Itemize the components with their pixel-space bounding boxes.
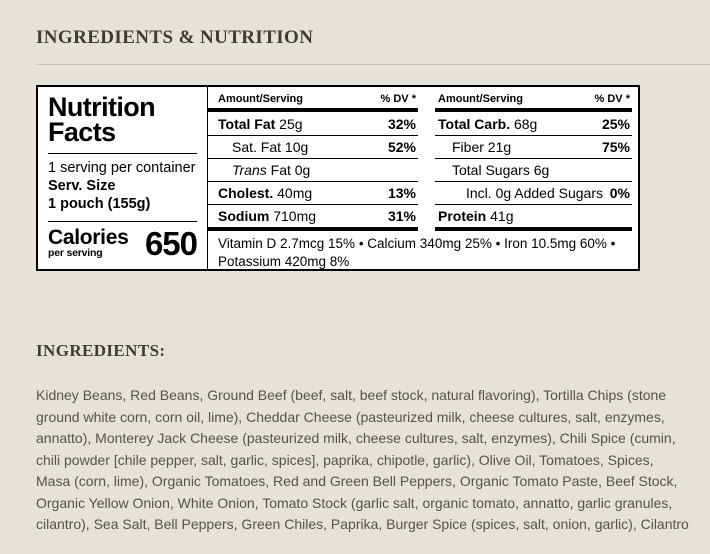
thick-bar [208,108,418,112]
nutrient-name-and-amount: Incl. 0g Added Sugars [466,185,603,201]
nutrient-row: Cholest. 40mg 13% [208,181,418,204]
nutrient-row: Sat. Fat 10g 52% [208,135,418,158]
nutrient-rows: Total Carb. 68g 25% Fiber 21g 75% Total Suga… [435,112,632,227]
ingredients-heading: INGREDIENTS: [36,341,166,360]
nutrient-daily-value: 31% [387,208,416,224]
calories-row: Calories per serving 650 [48,225,198,262]
nutrient-column-left: Amount/Serving % DV * Total Fat 25g 32% Sa… [208,87,428,231]
thick-bar [435,108,632,112]
serving-size-label: Serv. Size [48,178,116,194]
nutrient-daily-value: 52% [387,139,416,155]
nutrient-row: Total Carb. 68g 25% [435,112,632,135]
nutrient-row: Sodium 710mg 31% [208,204,418,227]
servings-per-container: 1 serving per container [48,160,196,176]
nutrient-column-right: Amount/Serving % DV * Total Carb. 68g 25%… [428,87,638,231]
nutrient-daily-value: 25% [601,115,630,132]
nutrient-row: Protein 41g [435,204,632,227]
dv-header: % DV * [594,93,630,105]
nutrient-row: Total Sugars 6g [435,158,632,181]
dv-header: % DV * [380,93,416,105]
rule [48,221,197,222]
nutrient-name-and-amount: Trans Fat 0g [232,162,311,178]
nutrition-facts-title: Nutrition Facts [48,92,197,147]
nutrient-rows: Total Fat 25g 32% Sat. Fat 10g 52% Trans Fat… [208,112,418,227]
nutrient-name-and-amount: Cholest. 40mg [218,185,313,201]
calories-sublabel: per serving [48,247,103,259]
nutrition-facts-label: Nutrition Facts 1 serving per container … [36,85,640,271]
ingredients-nutrition-section: INGREDIENTS & NUTRITION Nutrition Facts … [36,27,710,532]
nutrient-name-and-amount: Fiber 21g [452,139,512,155]
amount-serving-header: Amount/Serving [218,93,303,105]
nutrient-daily-value: 13% [387,185,416,201]
thick-bar [435,227,632,231]
nutrient-daily-value: 75% [601,139,630,155]
rule [48,153,197,154]
calories-label: Calories [48,226,129,249]
amount-serving-header: Amount/Serving [438,93,523,105]
nutrition-facts-title-line2: Facts [48,117,116,147]
micronutrients-footer: Vitamin D 2.7mcg 15% • Calcium 340mg 25%… [218,236,616,269]
nutrition-facts-title-line1: Nutrition [48,92,156,122]
nutrient-daily-value: 32% [387,115,416,132]
column-header: Amount/Serving % DV * [435,87,632,108]
calories-value: 650 [144,225,198,262]
nutrient-name-and-amount: Protein 41g [438,208,514,224]
thick-bar [208,227,418,231]
section-divider [36,64,710,65]
nutrient-name-and-amount: Total Sugars 6g [452,162,550,178]
column-header: Amount/Serving % DV * [208,87,418,108]
nutrient-name-and-amount: Total Fat 25g [218,115,303,132]
nutrient-row: Total Fat 25g 32% [208,112,418,135]
ingredients-list: Kidney Beans, Red Beans, Ground Beef (be… [36,387,689,532]
serving-size-value: 1 pouch (155g) [48,196,151,212]
nutrition-facts-left-panel: Nutrition Facts 1 serving per container … [38,87,208,270]
nutrient-name-and-amount: Sat. Fat 10g [232,139,309,155]
nutrient-name-and-amount: Sodium 710mg [218,208,317,224]
calories-label-group: Calories per serving [48,226,129,259]
nutrient-name-and-amount: Total Carb. 68g [438,115,538,132]
nutrient-row: Incl. 0g Added Sugars 0% [435,181,632,204]
nutrient-row: Trans Fat 0g [208,158,418,181]
nutrient-row: Fiber 21g 75% [435,135,632,158]
nutrient-daily-value: 0% [609,185,630,201]
section-title: INGREDIENTS & NUTRITION [36,27,314,48]
